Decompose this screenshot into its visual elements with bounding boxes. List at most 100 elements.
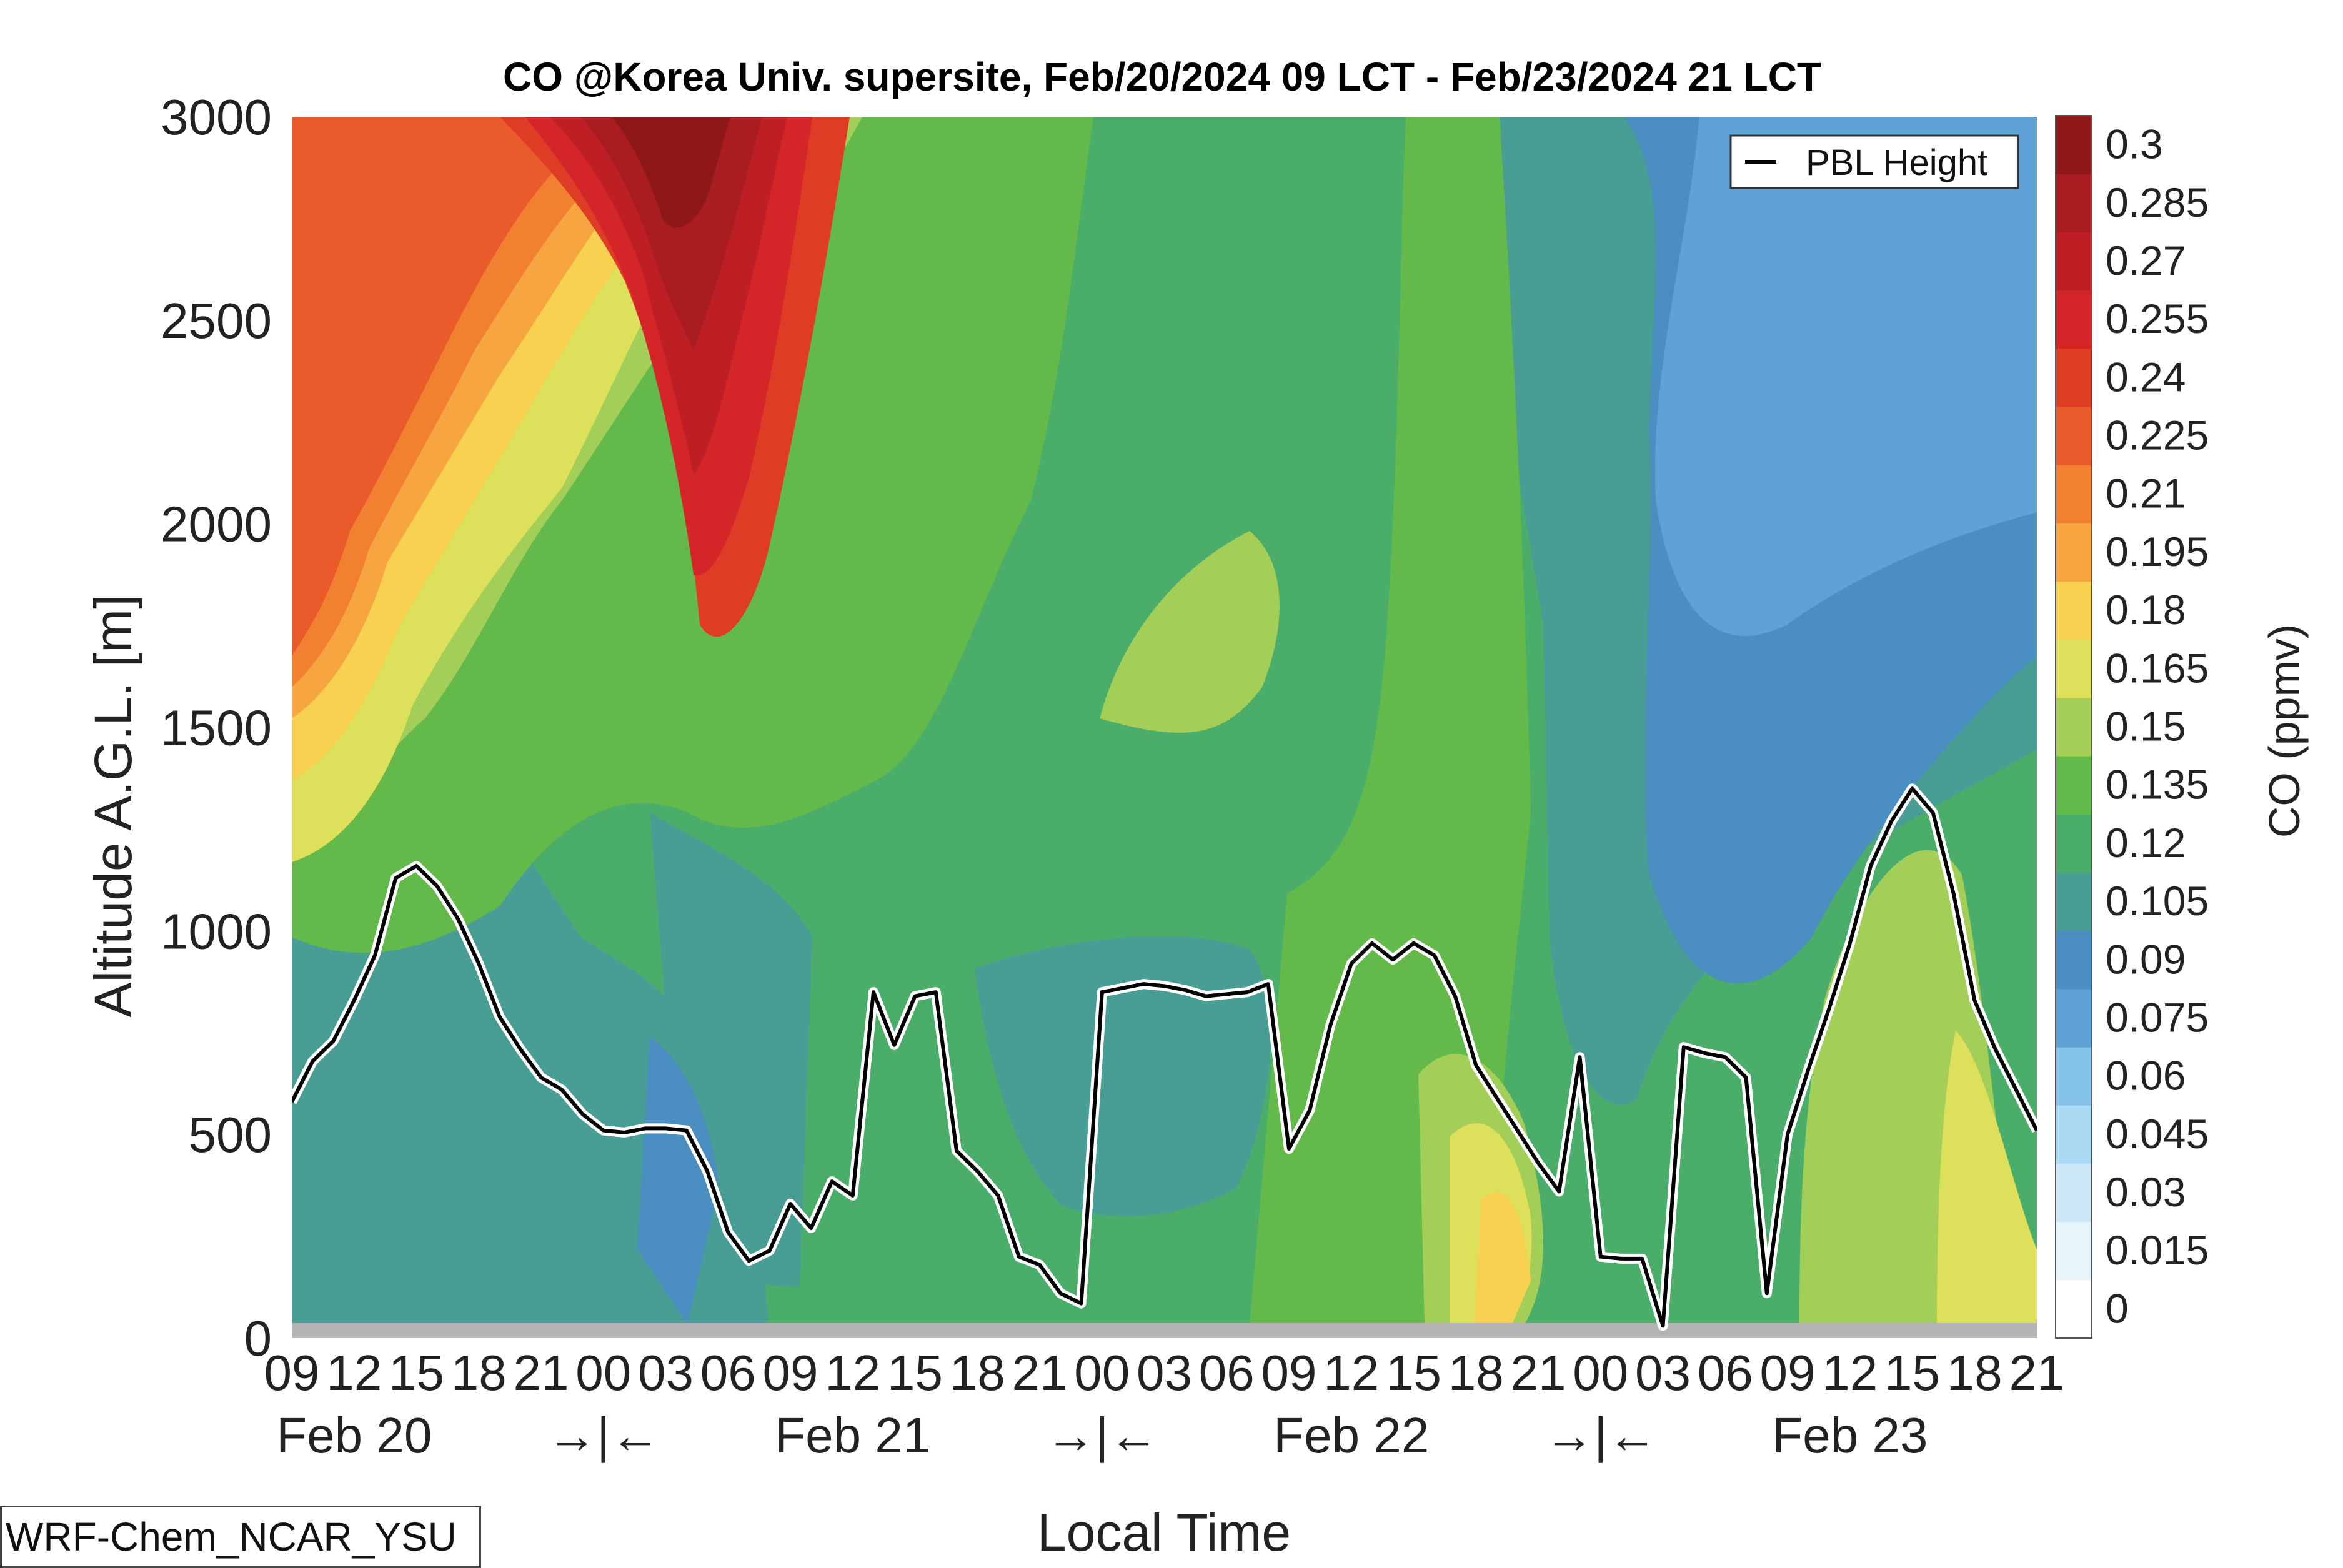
x-tick-label: 18 (1448, 1345, 1504, 1401)
x-tick-label: 18 (950, 1345, 1005, 1401)
colorbar-swatch (2056, 814, 2092, 873)
day-labels: Feb 20 →|← Feb 21 →|← Feb 22 →|← Feb 23 (276, 1407, 1928, 1463)
colorbar-swatch (2056, 1047, 2092, 1106)
co-contour-13 (1100, 531, 1280, 733)
colorbar-tick-label: 0.18 (2106, 587, 2186, 633)
co-contour-3 (975, 936, 1271, 1216)
colorbar-swatch (2056, 930, 2092, 990)
pbl-height-line (292, 783, 2037, 1331)
co-concentration-field (292, 117, 2037, 1338)
colorbar-tick-label: 0.03 (2106, 1169, 2186, 1215)
colorbar-swatch (2056, 988, 2092, 1048)
co-contour-23 (292, 117, 687, 656)
x-tick-label: 09 (1760, 1345, 1816, 1401)
model-label: WRF-Chem_NCAR_YSU (6, 1514, 457, 1559)
y-axis: 0 500 1000 1500 2000 2500 3000 (161, 89, 272, 1366)
y-tick-label: 0 (244, 1311, 272, 1366)
x-tick-label: 12 (1822, 1345, 1878, 1401)
x-tick-label: 06 (700, 1345, 756, 1401)
colorbar-label: CO (ppmv) (2260, 624, 2309, 838)
x-tick-label: 15 (389, 1345, 444, 1401)
colorbar-tick-label: 0.09 (2106, 936, 2186, 982)
colorbar-tick-label: 0.135 (2106, 762, 2209, 808)
colorbar-swatch (2056, 1221, 2092, 1281)
colorbar-tick-label: 0.285 (2106, 179, 2209, 226)
x-tick-label: 12 (1323, 1345, 1379, 1401)
co-contour-27 (581, 117, 762, 350)
x-tick-label: 21 (2009, 1345, 2065, 1401)
colorbar-frame (2055, 115, 2092, 1339)
co-contour-9 (1654, 117, 2037, 637)
colorbar-tick-label: 0.075 (2106, 995, 2209, 1041)
y-tick-label: 1500 (161, 700, 272, 756)
y-tick-label: 2000 (161, 497, 272, 552)
y-tick-label: 1000 (161, 903, 272, 959)
legend-entry-pbl: PBL Height (1806, 142, 1987, 183)
colorbar-tick-label: 0.255 (2106, 295, 2209, 342)
colorbar-tick-label: 0.195 (2106, 528, 2209, 575)
colorbar-swatch (2056, 697, 2092, 757)
y-tick-label: 3000 (161, 89, 272, 145)
colorbar-swatch (2056, 407, 2092, 465)
x-tick-label: 09 (763, 1345, 818, 1401)
colorbar-tick-label: 0.045 (2106, 1111, 2209, 1157)
colorbar-tick-label: 0.3 (2106, 121, 2163, 167)
co-contour-20 (1475, 1193, 1531, 1324)
colorbar-tick-label: 0.12 (2106, 820, 2186, 866)
plot-area (292, 117, 2037, 1338)
x-axis-label: Local Time (1037, 1503, 1291, 1562)
y-axis-label: Altitude A.G.L. [m] (84, 595, 142, 1018)
x-tick-label: 00 (575, 1345, 631, 1401)
x-tick-label: 15 (1386, 1345, 1441, 1401)
x-tick-label: 15 (887, 1345, 943, 1401)
colorbar-tick-label: 0.165 (2106, 645, 2209, 691)
x-tick-label: 18 (451, 1345, 507, 1401)
day-label: Feb 23 (1772, 1407, 1928, 1463)
colorbar-tick-label: 0.105 (2106, 878, 2209, 924)
legend-box (1729, 134, 2019, 189)
day-label: →|← (1045, 1407, 1158, 1463)
colorbar-swatch (2056, 348, 2092, 407)
x-tick-label: 12 (825, 1345, 880, 1401)
colorbar-swatch (2056, 174, 2092, 232)
colorbar-swatch (2056, 756, 2092, 815)
pbl-height-series (292, 786, 2037, 1328)
y-tick-label: 500 (189, 1107, 272, 1163)
x-tick-label: 21 (1012, 1345, 1068, 1401)
x-tick-label: 03 (1137, 1345, 1192, 1401)
colorbar: 0 0.015 0.03 0.045 0.06 0.075 0.09 0.105 0.12 0.1… (2055, 115, 2209, 1339)
colorbar-tick-label: 0.06 (2106, 1053, 2186, 1099)
model-label-box: WRF-Chem_NCAR_YSU (0, 1506, 481, 1568)
colorbar-tick-label: 0.015 (2106, 1227, 2209, 1273)
x-tick-label: 06 (1698, 1345, 1753, 1401)
x-tick-label: 18 (1947, 1345, 2002, 1401)
x-tick-label: 09 (1261, 1345, 1317, 1401)
x-tick-label: 21 (514, 1345, 569, 1401)
colorbar-swatch (2056, 290, 2092, 349)
colorbar-tick-label: 0.27 (2106, 237, 2186, 284)
day-label: Feb 20 (276, 1407, 432, 1463)
colorbar-swatch (2056, 523, 2092, 582)
x-tick-label: 03 (638, 1345, 694, 1401)
x-tick-label: 06 (1199, 1345, 1255, 1401)
chart-title: CO @Korea Univ. supersite, Feb/20/2024 0… (503, 54, 1821, 99)
day-label: Feb 22 (1273, 1407, 1429, 1463)
x-tick-label: 00 (1074, 1345, 1130, 1401)
x-tick-label: 09 (264, 1345, 320, 1401)
co-contour-18 (1937, 1031, 2037, 1324)
day-label: Feb 21 (775, 1407, 930, 1463)
colorbar-tick-label: 0.24 (2106, 354, 2186, 400)
colorbar-swatch (2056, 1163, 2092, 1223)
day-label: →|← (1544, 1407, 1657, 1463)
x-tick-label: 21 (1511, 1345, 1566, 1401)
co-contour-6 (637, 1037, 719, 1324)
x-tick-label: 03 (1635, 1345, 1691, 1401)
colorbar-swatch (2056, 1279, 2092, 1339)
x-tick-label: 00 (1573, 1345, 1628, 1401)
terrain-strip (292, 1323, 2037, 1338)
colorbar-swatch (2056, 581, 2092, 640)
colorbar-swatch (2056, 1105, 2092, 1164)
colorbar-tick-label: 0 (2106, 1285, 2129, 1331)
colorbar-swatch (2056, 465, 2092, 523)
